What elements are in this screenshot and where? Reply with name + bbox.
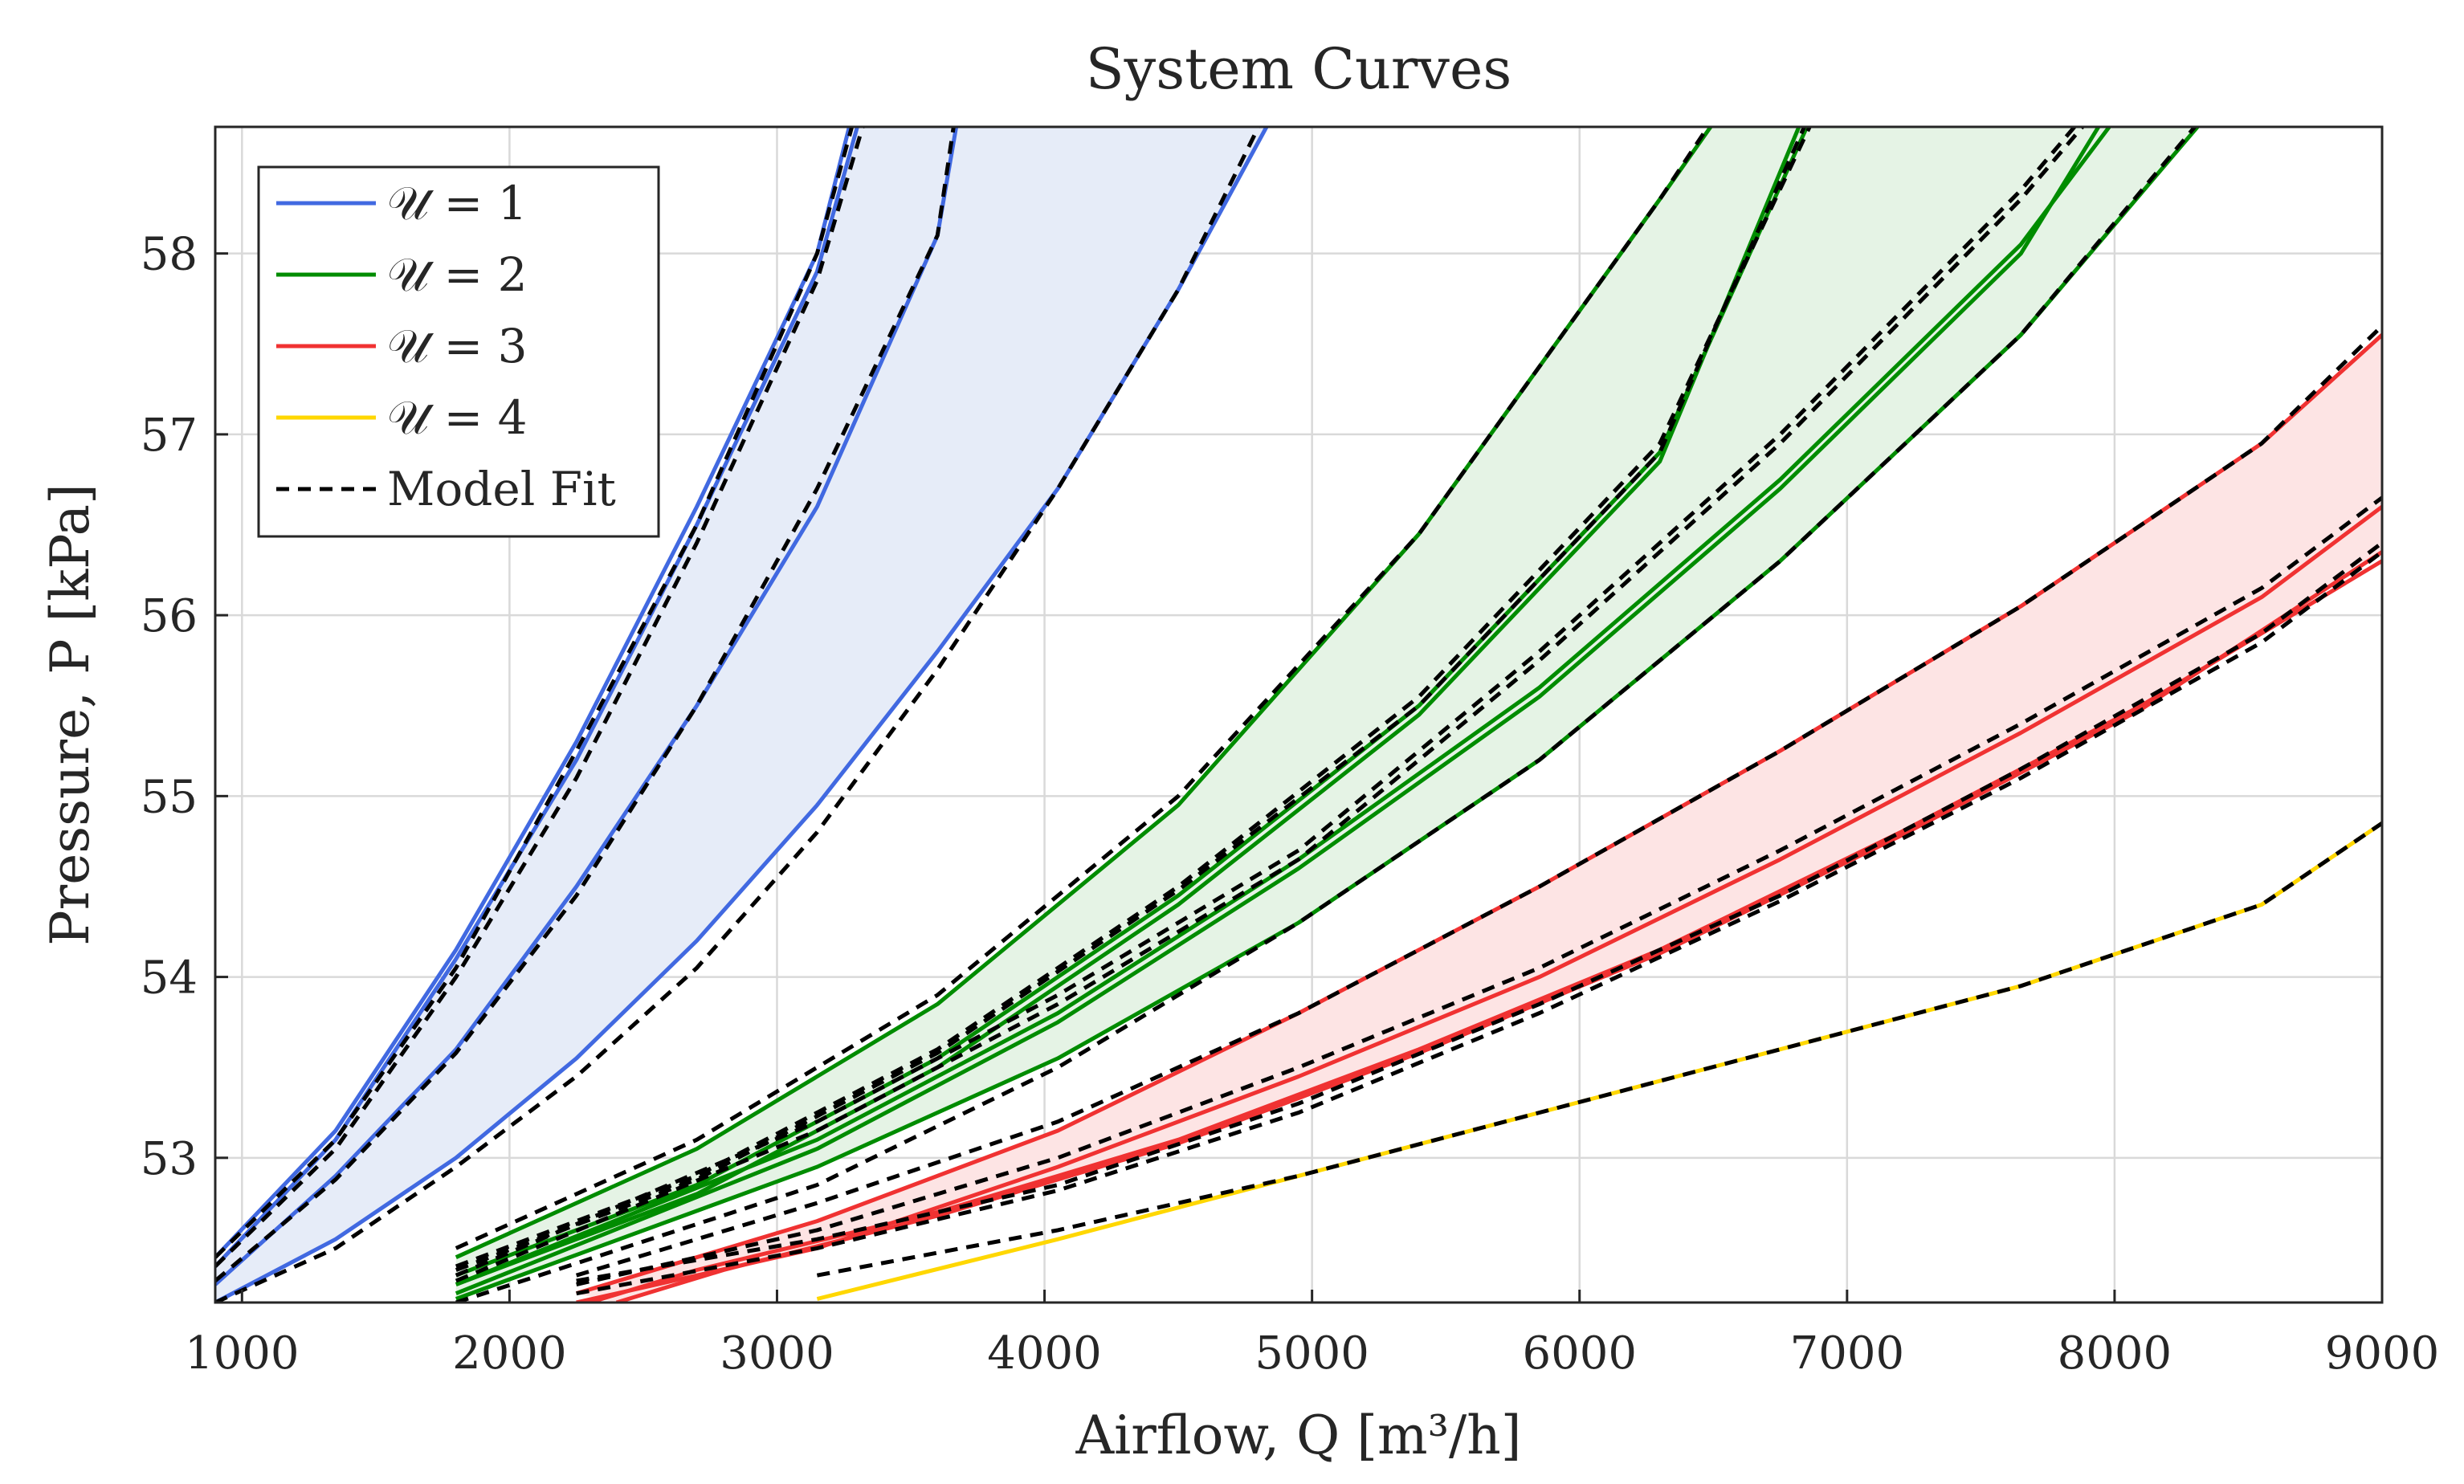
- x-tick-label: 4000: [987, 1327, 1102, 1380]
- legend-label: 𝒰 = 1: [387, 176, 528, 230]
- group-3-model-fit-3: [576, 541, 2382, 1283]
- legend-label: Model Fit: [387, 462, 616, 516]
- x-tick-label: 2000: [452, 1327, 567, 1380]
- group-1-model-fit-2: [215, 127, 865, 1268]
- plot-frame: [214, 125, 2384, 1304]
- y-tick-label: 53: [141, 1133, 198, 1185]
- group-2-model-fit-6: [455, 127, 2197, 1303]
- y-tick-label: 57: [141, 410, 198, 462]
- group-2-model-fit-1: [455, 127, 1710, 1250]
- group-1-model-fit-3: [215, 127, 956, 1282]
- group-1-band: [215, 127, 1267, 1303]
- x-tick-label: 6000: [1522, 1327, 1637, 1380]
- y-tick-label: 56: [141, 590, 198, 642]
- group-4-series-1: [816, 822, 2382, 1301]
- group-1-model-fit-4: [215, 127, 1261, 1303]
- y-tick-label: 58: [141, 229, 198, 281]
- group-4-model-fit-1: [816, 822, 2382, 1278]
- group-2-model-fit-2: [455, 127, 1812, 1269]
- group-2-series-2: [455, 127, 1809, 1278]
- legend-label: 𝒰 = 3: [387, 319, 528, 373]
- y-axis-title: Pressure, P [kPa]: [39, 483, 101, 946]
- legend: 𝒰 = 1 𝒰 = 2 𝒰 = 3 𝒰 = 4 Model Fit: [257, 165, 660, 538]
- group-2-model-fit-4: [455, 127, 2076, 1278]
- group-3-model-fit-1: [575, 324, 2382, 1278]
- group-1-series-1: [215, 127, 859, 1268]
- group-1-series-3: [215, 127, 959, 1286]
- x-axis-title: Airflow, Q [m³/h]: [1075, 1404, 1521, 1466]
- legend-label: 𝒰 = 2: [387, 247, 528, 302]
- group-3-model-fit-2: [576, 495, 2382, 1286]
- group-1-model-fit-1: [215, 127, 855, 1259]
- x-tick-label: 8000: [2058, 1327, 2172, 1380]
- x-tick-label: 7000: [1790, 1327, 1905, 1380]
- group-2-series-3: [455, 127, 1801, 1286]
- group-2-model-fit-5: [455, 127, 2084, 1283]
- group-2-series-1: [455, 127, 1713, 1259]
- group-3-model-fit-4: [576, 550, 2382, 1296]
- x-tick-label: 3000: [720, 1327, 834, 1380]
- y-tick-label: 55: [141, 771, 198, 823]
- y-axis-ticks: 53 54 55 56 57 58: [141, 229, 228, 1185]
- model-fit-lines: [215, 127, 2382, 1303]
- legend-label: 𝒰 = 4: [387, 390, 528, 445]
- x-axis-ticks: 1000 2000 3000 4000 5000 6000 7000 8000 9000: [185, 1290, 2439, 1380]
- group-2-series-5: [455, 127, 2101, 1296]
- group-2-series-4: [455, 127, 2111, 1286]
- x-tick-label: 5000: [1254, 1327, 1369, 1380]
- x-tick-label: 1000: [185, 1327, 300, 1380]
- x-tick-label: 9000: [2325, 1327, 2440, 1380]
- group-2-band: [455, 127, 2198, 1299]
- chart-title: System Curves: [1086, 36, 1512, 102]
- confidence-bands: [215, 127, 2382, 1303]
- legend-box: [257, 165, 660, 538]
- y-tick-label: 54: [141, 952, 198, 1005]
